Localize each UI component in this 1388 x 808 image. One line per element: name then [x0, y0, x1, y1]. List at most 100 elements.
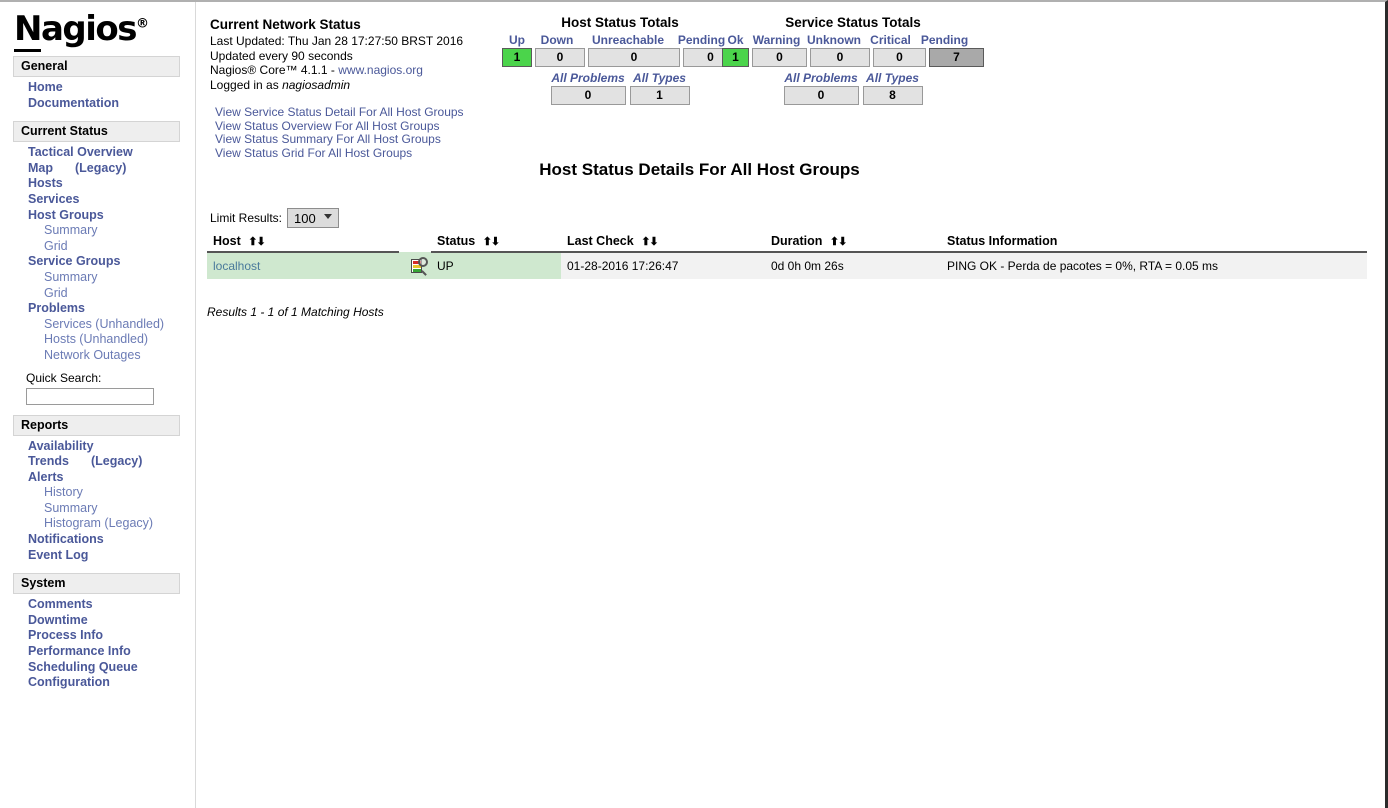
sort-arrows-duration[interactable]: ⬆⬇: [829, 235, 847, 248]
host-total-header-all-types[interactable]: All Types: [633, 71, 686, 85]
sidebar-item-service-groups-grid[interactable]: Grid: [0, 286, 195, 302]
limit-results-select-wrap[interactable]: 100: [287, 208, 340, 228]
sidebar-link-notifications[interactable]: Notifications: [28, 532, 104, 547]
sidebar-link-event-log[interactable]: Event Log: [28, 547, 89, 562]
sidebar-item-downtime[interactable]: Downtime: [0, 613, 195, 629]
host-link-localhost[interactable]: localhost: [213, 259, 261, 273]
sidebar-item-alerts-histogram[interactable]: Histogram (Legacy): [0, 516, 195, 532]
sidebar-link-host-groups-summary[interactable]: Summary: [44, 223, 98, 238]
sidebar-link-process-info[interactable]: Process Info: [28, 628, 104, 643]
sidebar-item-alerts-history[interactable]: History: [0, 485, 195, 501]
cell-host[interactable]: localhost: [207, 252, 399, 279]
status-detail-icon[interactable]: [411, 256, 428, 276]
sidebar-item-host-groups[interactable]: Host Groups: [0, 208, 195, 224]
view-status-grid-link[interactable]: View Status Grid For All Host Groups: [215, 145, 413, 160]
sidebar-link-alerts-summary[interactable]: Summary: [44, 500, 98, 515]
sort-up-icon[interactable]: ⬆: [248, 236, 257, 248]
sidebar-link-problems-hosts-unhandled[interactable]: (Unhandled): [79, 332, 149, 347]
sidebar-item-notifications[interactable]: Notifications: [0, 532, 195, 548]
sidebar-link-host-groups[interactable]: Host Groups: [28, 207, 104, 222]
sidebar-item-process-info[interactable]: Process Info: [0, 628, 195, 644]
service-total-critical[interactable]: 0: [873, 48, 926, 67]
sidebar-item-trends[interactable]: Trends (Legacy): [0, 454, 195, 470]
service-total-header-warning[interactable]: Warning: [752, 33, 801, 47]
sort-up-icon[interactable]: ⬆: [482, 236, 492, 248]
sidebar-item-problems[interactable]: Problems: [0, 301, 195, 317]
sidebar-link-documentation[interactable]: Documentation: [28, 95, 119, 110]
sidebar-link-performance-info[interactable]: Performance Info: [28, 644, 131, 659]
view-service-status-detail-link[interactable]: View Service Status Detail For All Host …: [215, 105, 464, 120]
service-total-all-types[interactable]: 8: [862, 86, 923, 105]
sidebar-link-alerts-history[interactable]: History: [44, 485, 83, 500]
service-total-ok[interactable]: 1: [722, 48, 749, 67]
sidebar-item-home[interactable]: Home: [0, 80, 195, 96]
sidebar-item-comments[interactable]: Comments: [0, 597, 195, 613]
sort-down-icon[interactable]: ⬇: [256, 236, 265, 248]
sidebar-item-problems-services[interactable]: Services (Unhandled): [0, 317, 195, 333]
sort-down-icon[interactable]: ⬇: [838, 236, 847, 248]
sidebar-link-network-outages[interactable]: Network Outages: [44, 347, 141, 362]
sort-up-icon[interactable]: ⬆: [829, 236, 839, 248]
sidebar-item-network-outages[interactable]: Network Outages: [0, 348, 195, 364]
sidebar-link-service-groups-grid[interactable]: Grid: [44, 285, 68, 300]
sidebar-link-hosts[interactable]: Hosts: [28, 176, 63, 191]
nagios-website-link[interactable]: www.nagios.org: [338, 63, 423, 78]
nagios-logo[interactable]: Nagios®: [14, 9, 195, 52]
sidebar-link-host-groups-grid[interactable]: Grid: [44, 238, 68, 253]
host-total-unreachable[interactable]: 0: [588, 48, 680, 67]
host-total-header-pending[interactable]: Pending: [677, 33, 726, 47]
service-total-header-pending[interactable]: Pending: [920, 33, 969, 47]
sidebar-item-alerts-summary[interactable]: Summary: [0, 501, 195, 517]
sort-arrows-status[interactable]: ⬆⬇: [482, 235, 500, 248]
host-total-header-up[interactable]: Up: [509, 33, 525, 47]
host-total-all-types[interactable]: 1: [629, 86, 690, 105]
sort-down-icon[interactable]: ⬇: [649, 236, 658, 248]
sidebar-item-event-log[interactable]: Event Log: [0, 548, 195, 564]
service-total-unknown[interactable]: 0: [810, 48, 870, 67]
sidebar-item-service-groups-summary[interactable]: Summary: [0, 270, 195, 286]
service-total-all-problems[interactable]: 0: [783, 86, 859, 105]
sort-up-icon[interactable]: ⬆: [641, 236, 650, 248]
sidebar-link-map[interactable]: Map: [28, 160, 53, 175]
sidebar-item-hosts[interactable]: Hosts: [0, 176, 195, 192]
sidebar-link-downtime[interactable]: Downtime: [28, 612, 88, 627]
sidebar-link-tactical-overview[interactable]: Tactical Overview: [28, 145, 133, 160]
host-total-header-all-problems[interactable]: All Problems: [551, 71, 625, 85]
sidebar-item-tactical-overview[interactable]: Tactical Overview: [0, 145, 195, 161]
host-total-up[interactable]: 1: [502, 48, 532, 67]
service-total-header-all-types[interactable]: All Types: [866, 71, 919, 85]
sidebar-item-map[interactable]: Map (Legacy): [0, 161, 195, 177]
sidebar-link-services[interactable]: Services: [28, 191, 80, 206]
sidebar-link-trends[interactable]: Trends: [28, 454, 69, 469]
sidebar-link-problems[interactable]: Problems: [28, 301, 85, 316]
sidebar-item-service-groups[interactable]: Service Groups: [0, 254, 195, 270]
view-status-overview-link[interactable]: View Status Overview For All Host Groups: [215, 118, 440, 133]
sidebar-link-problems-hosts[interactable]: Hosts: [44, 332, 76, 347]
host-total-header-down[interactable]: Down: [540, 33, 574, 47]
sidebar-item-host-groups-summary[interactable]: Summary: [0, 223, 195, 239]
sidebar-item-configuration[interactable]: Configuration: [0, 675, 195, 691]
sidebar-link-alerts[interactable]: Alerts: [28, 469, 64, 484]
view-status-summary-link[interactable]: View Status Summary For All Host Groups: [215, 132, 441, 147]
sidebar-link-problems-services-unhandled[interactable]: (Unhandled): [95, 316, 165, 331]
sidebar-item-performance-info[interactable]: Performance Info: [0, 644, 195, 660]
service-total-header-all-problems[interactable]: All Problems: [784, 71, 858, 85]
cell-host-detail-icon[interactable]: [399, 252, 431, 279]
sidebar-link-map-legacy[interactable]: (Legacy): [75, 160, 127, 175]
sort-arrows-last-check[interactable]: ⬆⬇: [641, 235, 658, 248]
sidebar-link-availability[interactable]: Availability: [28, 438, 94, 453]
sidebar-item-alerts[interactable]: Alerts: [0, 470, 195, 486]
sidebar-item-scheduling-queue[interactable]: Scheduling Queue: [0, 660, 195, 676]
sort-arrows-host[interactable]: ⬆⬇: [248, 235, 265, 248]
sidebar-link-trends-legacy[interactable]: (Legacy): [91, 454, 143, 469]
host-total-header-unreachable[interactable]: Unreachable: [591, 33, 665, 47]
service-total-header-unknown[interactable]: Unknown: [807, 33, 861, 47]
sidebar-item-documentation[interactable]: Documentation: [0, 96, 195, 112]
sidebar-link-home[interactable]: Home: [28, 80, 63, 94]
column-header-last-check[interactable]: Last Check ⬆⬇: [561, 234, 765, 253]
service-total-pending[interactable]: 7: [929, 48, 984, 67]
service-total-warning[interactable]: 0: [752, 48, 807, 67]
table-row[interactable]: localhost UP 01-28-20: [207, 252, 1367, 279]
service-total-header-ok[interactable]: Ok: [727, 33, 744, 47]
host-total-down[interactable]: 0: [535, 48, 585, 67]
